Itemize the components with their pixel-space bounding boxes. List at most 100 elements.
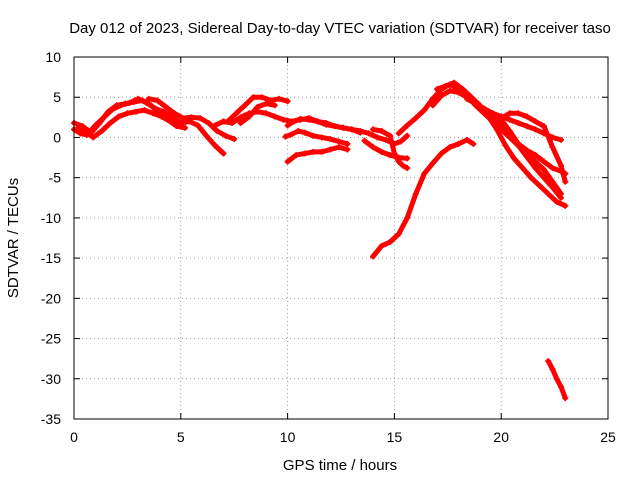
data-point	[98, 128, 105, 135]
data-point	[132, 108, 139, 115]
data-point	[280, 116, 287, 123]
data-point	[115, 113, 122, 120]
tick-layer: 0 5 10 15 20 25 -35 -30 -25 -20 -15 -10 -5 0 5 10	[41, 49, 616, 445]
y-tick-label: -20	[41, 290, 61, 306]
data-point	[562, 202, 569, 209]
data-point	[523, 147, 530, 154]
data-point	[438, 150, 445, 157]
data-point	[231, 136, 238, 143]
data-point	[222, 132, 229, 139]
data-point	[284, 98, 291, 105]
data-point	[540, 174, 547, 181]
data-point	[169, 114, 176, 121]
data-point	[397, 138, 404, 145]
data-point	[515, 110, 522, 117]
data-point	[276, 95, 283, 102]
data-point	[399, 162, 406, 169]
data-point	[90, 134, 97, 141]
data-point	[263, 100, 270, 107]
data-point	[391, 150, 398, 157]
data-point	[470, 140, 477, 147]
data-point	[122, 100, 129, 107]
data-point	[327, 146, 334, 153]
series-arc-13	[370, 136, 477, 260]
data-point	[293, 152, 300, 159]
data-point	[301, 129, 308, 136]
data-point	[297, 115, 304, 122]
data-point	[96, 119, 103, 126]
data-point	[288, 131, 295, 138]
data-point	[506, 110, 513, 117]
x-tick-label: 20	[493, 429, 509, 445]
data-point	[344, 140, 351, 147]
data-point	[171, 110, 178, 117]
data-point	[558, 383, 565, 390]
data-point	[370, 253, 377, 260]
data-point	[532, 165, 539, 172]
data-point	[515, 140, 522, 147]
data-point	[205, 119, 212, 126]
data-point	[150, 110, 157, 117]
data-point	[481, 105, 488, 112]
y-tick-label: -35	[41, 411, 61, 427]
data-point	[295, 128, 302, 135]
data-point	[305, 116, 312, 123]
data-point	[254, 103, 261, 110]
y-tick-label: -25	[41, 331, 61, 347]
data-point	[532, 126, 539, 133]
data-point	[291, 118, 298, 125]
data-point	[141, 107, 148, 114]
y-tick-label: -10	[41, 210, 61, 226]
data-point	[188, 114, 195, 121]
data-point	[506, 116, 513, 123]
data-point	[318, 134, 325, 141]
data-point	[395, 230, 402, 237]
data-point	[378, 243, 385, 250]
data-point	[558, 162, 565, 169]
data-point	[327, 136, 334, 143]
data-point	[237, 119, 244, 126]
data-point	[562, 395, 569, 402]
series-line	[430, 88, 564, 201]
data-point	[553, 198, 560, 205]
data-point	[370, 126, 377, 133]
x-axis-label: GPS time / hours	[283, 457, 397, 474]
data-point	[395, 158, 402, 165]
series-arc-7	[237, 100, 278, 126]
data-point	[404, 155, 411, 162]
data-point	[340, 124, 347, 131]
data-point	[464, 136, 471, 143]
data-point	[404, 132, 411, 139]
data-point	[395, 130, 402, 137]
data-point	[523, 153, 530, 160]
data-point	[154, 97, 161, 104]
data-point	[540, 166, 547, 173]
data-point	[113, 102, 120, 109]
data-point	[147, 102, 154, 109]
y-tick-label: 5	[53, 89, 61, 105]
data-point	[378, 148, 385, 155]
data-point	[429, 102, 436, 109]
series-arc-20	[545, 358, 569, 402]
y-axis-label: SDTVAR / TECUs	[5, 178, 22, 298]
data-point	[562, 178, 569, 185]
data-point	[489, 110, 496, 117]
data-point	[485, 113, 492, 120]
data-point	[421, 107, 428, 114]
data-point	[370, 144, 377, 151]
data-point	[162, 103, 169, 110]
data-point	[258, 94, 265, 101]
data-point	[310, 148, 317, 155]
data-point	[511, 155, 518, 162]
data-point	[323, 119, 330, 126]
data-point	[301, 150, 308, 157]
data-point	[438, 92, 445, 99]
data-point	[250, 94, 257, 101]
data-point	[211, 142, 218, 149]
data-point	[404, 122, 411, 129]
data-point	[167, 118, 174, 125]
data-point	[464, 95, 471, 102]
x-tick-label: 5	[177, 429, 185, 445]
data-point	[498, 115, 505, 122]
series-arc-3	[75, 107, 182, 141]
